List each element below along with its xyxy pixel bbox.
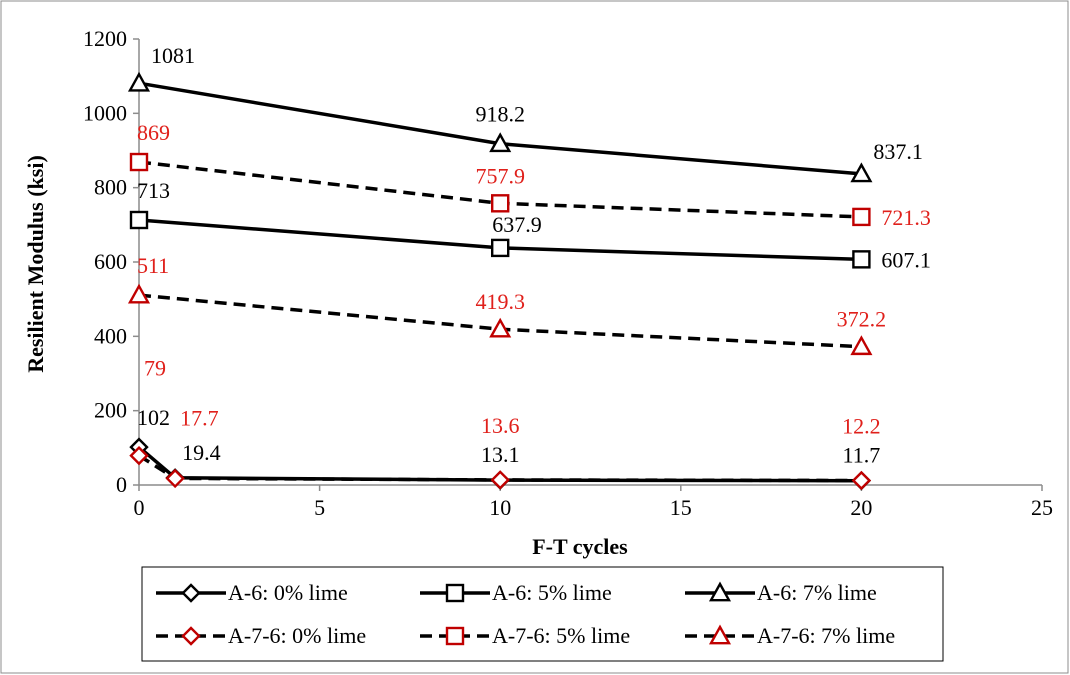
legend-label: A-6: 7% lime [757, 580, 877, 605]
data-point [491, 238, 510, 258]
data-label: 1081 [151, 43, 195, 68]
y-tick-label: 200 [94, 398, 127, 423]
data-point [129, 445, 149, 466]
y-tick-label: 1200 [83, 26, 127, 51]
y-axis-title: Resilient Modulus (ksi) [23, 155, 48, 373]
x-tick-label: 10 [489, 495, 511, 520]
legend-label: A-7-6: 5% lime [492, 623, 630, 648]
data-label: 11.7 [843, 443, 881, 468]
markers-a-7-6-7-lime [127, 283, 873, 356]
data-label: 17.7 [180, 405, 219, 430]
x-tick-label: 5 [314, 495, 325, 520]
data-point [491, 194, 510, 213]
data-point [165, 468, 185, 489]
series-a-7-6-0-lime [138, 454, 862, 483]
markers-a-6-7-lime [127, 71, 873, 183]
legend-item-a-7-6-0-lime: A-7-6: 0% lime [156, 623, 366, 648]
data-label: 372.2 [837, 307, 887, 332]
data-label: 721.3 [881, 205, 931, 230]
series-line [137, 445, 862, 483]
y-tick-label: 800 [94, 175, 127, 200]
legend-item-a-7-6-7-lime: A-7-6: 7% lime [685, 623, 895, 648]
markers-a-7-6-0-lime [129, 445, 872, 491]
data-label: 12.2 [842, 413, 881, 438]
data-point [850, 335, 873, 356]
data-point [489, 132, 512, 153]
legend-swatch-marker [445, 626, 465, 646]
markers-a-7-6-5-lime [129, 152, 871, 227]
legend-label: A-7-6: 0% lime [228, 623, 366, 648]
data-label: 79 [144, 356, 166, 381]
legend-swatch-marker [181, 583, 201, 603]
y-tick-label: 400 [94, 323, 127, 348]
data-point [490, 470, 510, 490]
x-tick-label: 20 [850, 495, 872, 520]
x-tick-label: 25 [1031, 495, 1053, 520]
data-label: 511 [137, 253, 169, 278]
legend-item-a-6-7-lime: A-6: 7% lime [685, 580, 877, 605]
data-label: 607.1 [881, 247, 931, 272]
data-label: 419.3 [475, 289, 525, 314]
markers-a-6-5-lime [129, 210, 871, 269]
legend-swatch-marker [708, 581, 732, 602]
legend-swatch-marker [445, 583, 465, 603]
y-tick-label: 1000 [83, 100, 127, 125]
data-label: 637.9 [492, 212, 542, 237]
data-label: 19.4 [182, 440, 221, 465]
data-label: 757.9 [475, 163, 525, 188]
data-point [851, 470, 872, 491]
series-line [138, 454, 862, 483]
data-label: 102 [137, 405, 170, 430]
data-point [127, 71, 151, 92]
data-point [852, 250, 871, 269]
data-point [489, 317, 512, 338]
x-axis-title: F-T cycles [532, 534, 628, 559]
x-tick-label: 0 [134, 495, 145, 520]
legend: A-6: 0% lime A-6: 5% lime A-6: 7% lime A-7-… [141, 566, 944, 662]
data-label: 13.6 [481, 413, 520, 438]
x-tick-label: 15 [670, 495, 692, 520]
data-label: 13.1 [481, 442, 520, 467]
data-point [852, 207, 871, 227]
y-tick-label: 0 [116, 472, 127, 497]
data-point [129, 152, 149, 172]
legend-label: A-6: 0% lime [228, 580, 348, 605]
legend-item-a-6-5-lime: A-6: 5% lime [420, 580, 612, 605]
legend-box [141, 566, 944, 662]
data-point [129, 210, 149, 230]
data-label: 713 [137, 178, 170, 203]
legend-label: A-6: 5% lime [492, 580, 612, 605]
legend-item-a-6-0-lime: A-6: 0% lime [156, 580, 348, 605]
series-a-6-0-lime [137, 445, 862, 483]
data-point [127, 283, 151, 304]
data-label: 918.2 [475, 102, 525, 127]
legend-swatch-marker [181, 626, 201, 646]
legend-label: A-7-6: 7% lime [757, 623, 895, 648]
data-label: 837.1 [873, 139, 923, 164]
legend-swatch-marker [708, 624, 732, 645]
data-point [850, 162, 873, 183]
y-tick-label: 600 [94, 249, 127, 274]
legend-item-a-7-6-5-lime: A-7-6: 5% lime [420, 623, 630, 648]
data-label: 869 [137, 120, 170, 145]
